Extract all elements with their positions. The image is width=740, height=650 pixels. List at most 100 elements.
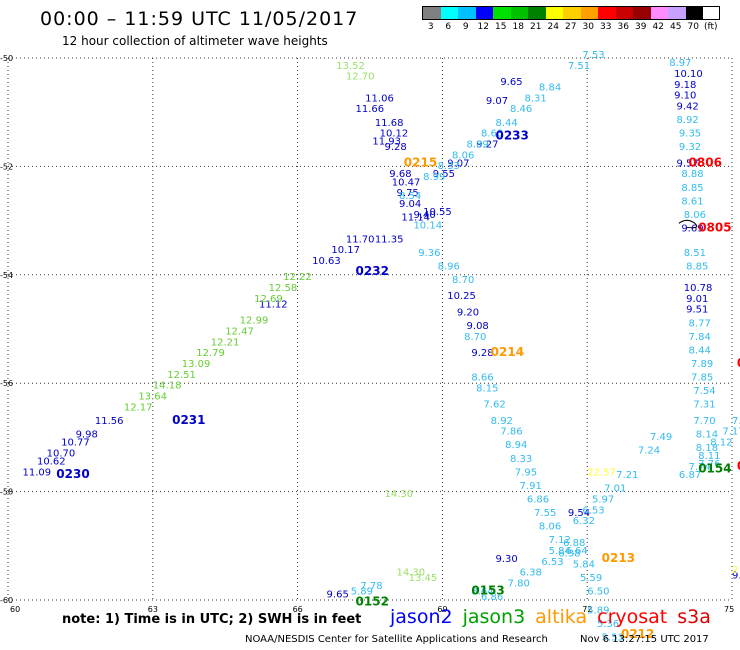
- swh-value-label: 11.68: [375, 118, 404, 129]
- swh-value-label: 12.58: [269, 283, 298, 294]
- x-tick-label: 75: [724, 605, 734, 614]
- pass-id-label: 0154: [698, 462, 731, 476]
- swh-value-label: 11.12: [259, 299, 288, 310]
- swh-value-label: 9.98: [76, 429, 98, 440]
- swh-value-label: 8.61: [681, 196, 703, 207]
- swh-value-label: 9.10: [674, 91, 696, 102]
- color-swatch: [598, 7, 616, 19]
- swh-value-label: 9.65: [327, 589, 349, 600]
- color-scale-tick: 6: [445, 22, 452, 32]
- swh-value-label: 9.65: [500, 77, 522, 88]
- x-tick-label: 69: [437, 605, 447, 614]
- color-scale-tick: 12: [477, 22, 489, 32]
- swh-value-label: 9.07: [486, 96, 508, 107]
- swh-value-label: 8.77: [689, 318, 711, 329]
- swh-value-label: 22.57: [587, 467, 616, 478]
- color-swatch: [580, 7, 598, 19]
- swh-value-label: 11.14: [401, 213, 430, 224]
- swh-value-label: 10.14: [413, 221, 442, 232]
- swh-value-label: 8.15: [476, 383, 498, 394]
- swh-value-label: 8.88: [681, 169, 703, 180]
- swh-value-label: 8.85: [686, 261, 708, 272]
- color-scale-unit: (ft): [703, 22, 718, 32]
- swh-value-label: 9.68: [389, 169, 411, 180]
- x-tick-label: 72: [582, 605, 592, 614]
- swh-value-label: 7.91: [520, 481, 542, 492]
- color-swatch: [510, 7, 528, 19]
- swh-value-label: 8.44: [689, 345, 711, 356]
- swh-value-label: 10.10: [674, 69, 703, 80]
- color-scale-tick: 27: [565, 22, 577, 32]
- swh-value-label: 10.47: [392, 177, 421, 188]
- color-swatch: [650, 7, 668, 19]
- swh-value-label: 11.06: [365, 93, 394, 104]
- swh-value-label: 9.54: [568, 508, 590, 519]
- swh-value-label: 8.94: [505, 440, 527, 451]
- swh-value-label: 12.51: [167, 370, 196, 381]
- swh-value-label: 9.04: [399, 199, 421, 210]
- pass-id-label: 0212: [621, 627, 654, 641]
- swh-value-label: 9.27: [476, 139, 498, 150]
- swh-value-label: 7.84: [689, 332, 711, 343]
- pass-id-label: 0230: [56, 467, 89, 481]
- legend-item-jason2: jason2: [390, 606, 453, 628]
- swh-value-label: 8.44: [495, 118, 517, 129]
- swh-value-label: 7.74: [689, 462, 711, 473]
- color-swatch: [528, 7, 546, 19]
- swh-value-label: 13.52: [336, 61, 365, 72]
- color-scale-tick: 9: [462, 22, 469, 32]
- swh-value-label: 9.20: [457, 307, 479, 318]
- generated-timestamp: Nov 6 13:27:15 UTC 2017: [580, 634, 709, 645]
- pass-id-label: 0214: [491, 345, 524, 359]
- swh-value-label: 8.33: [438, 161, 460, 172]
- swh-value-label: 5.97: [592, 494, 614, 505]
- swh-value-label: 10.12: [380, 129, 409, 140]
- swh-value-label: 8.70: [452, 275, 474, 286]
- swh-value-label: 7.62: [483, 400, 505, 411]
- swh-value-label: 6.86: [527, 494, 549, 505]
- swh-value-label: 8.06: [684, 210, 706, 221]
- swh-value-label: 11.93: [372, 137, 401, 148]
- swh-value-label: 10.77: [61, 438, 90, 449]
- swh-value-label: 8.06: [452, 150, 474, 161]
- swh-value-label: 8.63: [481, 129, 503, 140]
- swh-value-label: 6.50: [587, 587, 609, 598]
- swh-value-label: 5.84: [549, 546, 571, 557]
- color-scale-bar: 3 6 9 12 15 18 21 24 27 30 33 36 39 42 45 70 (ft): [422, 6, 720, 32]
- legend-item-jason3: jason3: [462, 606, 526, 628]
- pass-id-label: 0806: [689, 155, 722, 169]
- swh-value-label: 11.66: [356, 104, 385, 115]
- color-swatch: [563, 7, 581, 19]
- color-swatch: [458, 7, 476, 19]
- swh-value-label: 6.38: [520, 568, 542, 579]
- color-scale-tick: 3: [427, 22, 434, 32]
- y-tick-label: -58: [0, 488, 13, 497]
- swh-value-label: 8.11: [698, 451, 720, 462]
- y-tick-label: -56: [0, 379, 13, 388]
- pass-id-label: 0231: [172, 413, 205, 427]
- swh-value-label: 7.80: [508, 578, 530, 589]
- legend-item-s3a: s3a: [677, 606, 711, 628]
- swh-value-label: 12.21: [211, 337, 240, 348]
- color-scale-swatches: [422, 6, 720, 20]
- swh-value-label: 6.53: [541, 557, 563, 568]
- swh-value-label: 9.55: [433, 169, 455, 180]
- swh-value-label: 8.54: [399, 191, 421, 202]
- swh-value-label: 7.86: [500, 427, 522, 438]
- swh-value-label: 7.78: [360, 581, 382, 592]
- swh-value-label: 12.47: [225, 326, 254, 337]
- swh-value-label: 7.51: [568, 61, 590, 72]
- color-swatch: [440, 7, 458, 19]
- swh-value-label: 6.88: [563, 538, 585, 549]
- swh-value-label: 7.70: [693, 416, 715, 427]
- swh-value-label: 9.1: [732, 570, 740, 581]
- pass-id-label: 0215: [404, 155, 437, 169]
- swh-value-label: 8.97: [669, 58, 691, 69]
- swh-value-label: 8.92: [491, 416, 513, 427]
- pass-id-label: 080-: [737, 459, 740, 473]
- pass-id-label: 0805: [698, 220, 731, 234]
- y-tick-label: -60: [0, 596, 13, 605]
- swh-value-label: 11.09: [22, 467, 51, 478]
- swh-value-label: 8.33: [510, 454, 532, 465]
- swh-value-label: 9.35: [679, 129, 701, 140]
